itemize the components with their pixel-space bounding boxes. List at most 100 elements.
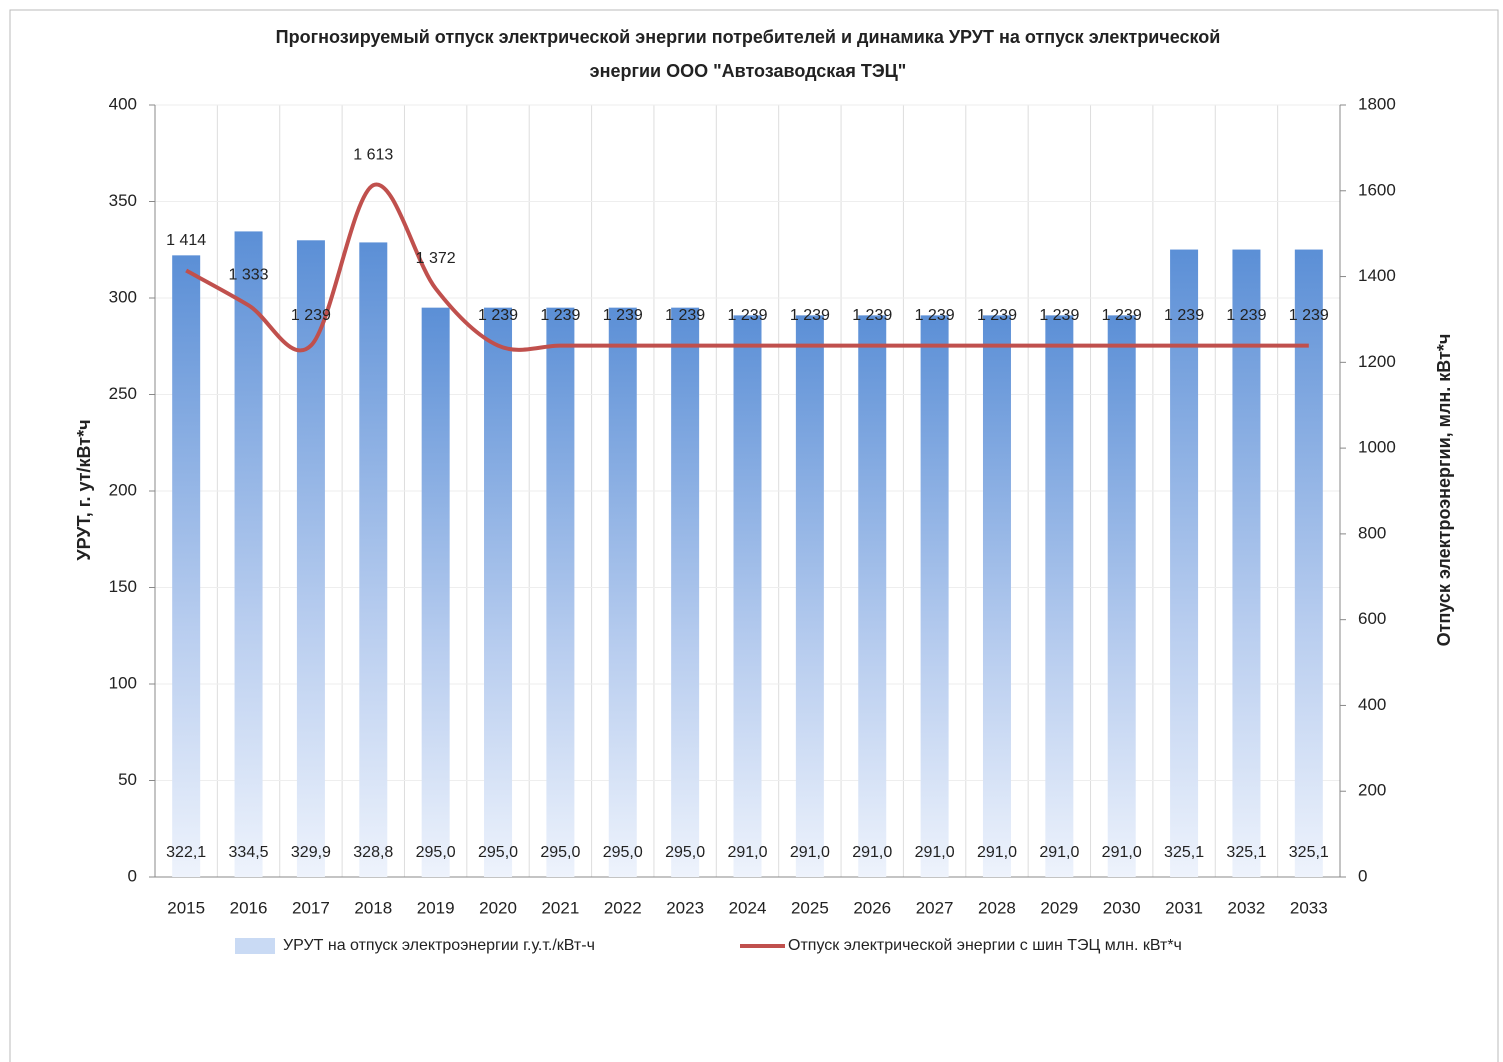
bar — [421, 307, 450, 877]
y2-tick-label: 1000 — [1358, 438, 1396, 457]
y2-tick-label: 800 — [1358, 523, 1386, 542]
bar — [1294, 249, 1323, 877]
y-tick-label: 150 — [109, 577, 137, 596]
bar-value-label: 291,0 — [977, 844, 1017, 861]
bar-value-label: 325,1 — [1164, 844, 1204, 861]
y2-tick-label: 200 — [1358, 781, 1386, 800]
line-value-label: 1 239 — [478, 307, 518, 324]
y2-axis-label: Отпуск электроэнергии, млн. кВт*ч — [1434, 334, 1454, 647]
x-tick-label: 2020 — [479, 898, 517, 917]
bar — [1107, 315, 1136, 877]
line-value-label: 1 239 — [665, 307, 705, 324]
x-tick-label: 2029 — [1040, 898, 1078, 917]
bar-value-label: 295,0 — [416, 844, 456, 861]
x-tick-label: 2015 — [167, 898, 205, 917]
y-tick-label: 50 — [118, 770, 137, 789]
line-value-label: 1 239 — [291, 307, 331, 324]
bar-value-label: 325,1 — [1226, 844, 1266, 861]
bar — [608, 307, 637, 877]
x-tick-label: 2016 — [230, 898, 268, 917]
line-value-label: 1 239 — [603, 307, 643, 324]
chart-title: Прогнозируемый отпуск электрической энер… — [276, 27, 1221, 47]
bar — [359, 242, 388, 877]
x-tick-label: 2017 — [292, 898, 330, 917]
y2-tick-label: 600 — [1358, 609, 1386, 628]
bar-value-label: 295,0 — [603, 844, 643, 861]
x-tick-label: 2022 — [604, 898, 642, 917]
bar-value-label: 295,0 — [478, 844, 518, 861]
x-tick-label: 2033 — [1290, 898, 1328, 917]
x-tick-label: 2018 — [354, 898, 392, 917]
bar — [172, 255, 201, 878]
line-value-label: 1 414 — [166, 232, 206, 249]
y-tick-label: 400 — [109, 94, 137, 113]
line-value-label: 1 239 — [915, 307, 955, 324]
bar-value-label: 325,1 — [1289, 844, 1329, 861]
line-value-label: 1 239 — [852, 307, 892, 324]
legend-label: УРУТ на отпуск электроэнергии г.у.т./кВт… — [283, 937, 595, 954]
x-tick-label: 2021 — [541, 898, 579, 917]
bar — [234, 231, 263, 878]
bar-value-label: 322,1 — [166, 844, 206, 861]
bar — [733, 315, 762, 877]
bar-value-label: 291,0 — [852, 844, 892, 861]
bar — [858, 315, 887, 877]
bar-value-label: 291,0 — [727, 844, 767, 861]
line-value-label: 1 239 — [1289, 307, 1329, 324]
line-value-label: 1 613 — [353, 146, 393, 163]
bar-value-label: 291,0 — [1102, 844, 1142, 861]
y-axis-label: УРУТ, г. ут/кВт*ч — [74, 419, 94, 560]
bar — [671, 307, 700, 877]
y2-tick-label: 1800 — [1358, 94, 1396, 113]
line-value-label: 1 239 — [1226, 307, 1266, 324]
x-tick-label: 2031 — [1165, 898, 1203, 917]
bar — [1232, 249, 1261, 877]
x-tick-label: 2028 — [978, 898, 1016, 917]
chart-title: энергии ООО "Автозаводская ТЭЦ" — [590, 61, 907, 81]
bar-value-label: 329,9 — [291, 844, 331, 861]
line-value-label: 1 239 — [1039, 307, 1079, 324]
x-tick-label: 2030 — [1103, 898, 1141, 917]
y-tick-label: 100 — [109, 673, 137, 692]
y2-tick-label: 400 — [1358, 695, 1386, 714]
x-tick-label: 2026 — [853, 898, 891, 917]
y2-tick-label: 1400 — [1358, 266, 1396, 285]
bar — [546, 307, 575, 877]
legend-swatch — [235, 938, 275, 954]
bar-value-label: 291,0 — [1039, 844, 1079, 861]
y-tick-label: 200 — [109, 480, 137, 499]
bar-value-label: 334,5 — [229, 844, 269, 861]
line — [185, 182, 1309, 353]
y-tick-label: 350 — [109, 191, 137, 210]
bar — [484, 307, 513, 877]
bar-value-label: 295,0 — [540, 844, 580, 861]
bar-value-label: 291,0 — [915, 844, 955, 861]
line-value-label: 1 372 — [416, 250, 456, 267]
y2-tick-label: 1200 — [1358, 352, 1396, 371]
line-value-label: 1 239 — [1102, 307, 1142, 324]
y-tick-label: 300 — [109, 287, 137, 306]
x-tick-label: 2019 — [417, 898, 455, 917]
x-tick-label: 2024 — [729, 898, 767, 917]
x-tick-label: 2025 — [791, 898, 829, 917]
y-tick-label: 250 — [109, 384, 137, 403]
legend-label: Отпуск электрической энергии с шин ТЭЦ м… — [788, 937, 1182, 954]
bar-value-label: 291,0 — [790, 844, 830, 861]
line-value-label: 1 239 — [790, 307, 830, 324]
y-tick-label: 0 — [128, 866, 137, 885]
y2-tick-label: 0 — [1358, 866, 1367, 885]
x-tick-label: 2032 — [1228, 898, 1266, 917]
line-value-label: 1 239 — [977, 307, 1017, 324]
line-value-label: 1 239 — [540, 307, 580, 324]
bar — [982, 315, 1011, 877]
x-tick-label: 2023 — [666, 898, 704, 917]
bar — [920, 315, 949, 877]
line-value-label: 1 239 — [727, 307, 767, 324]
y2-tick-label: 1600 — [1358, 180, 1396, 199]
bar — [795, 315, 824, 877]
x-tick-label: 2027 — [916, 898, 954, 917]
bar-value-label: 295,0 — [665, 844, 705, 861]
line-value-label: 1 239 — [1164, 307, 1204, 324]
bar-value-label: 328,8 — [353, 844, 393, 861]
